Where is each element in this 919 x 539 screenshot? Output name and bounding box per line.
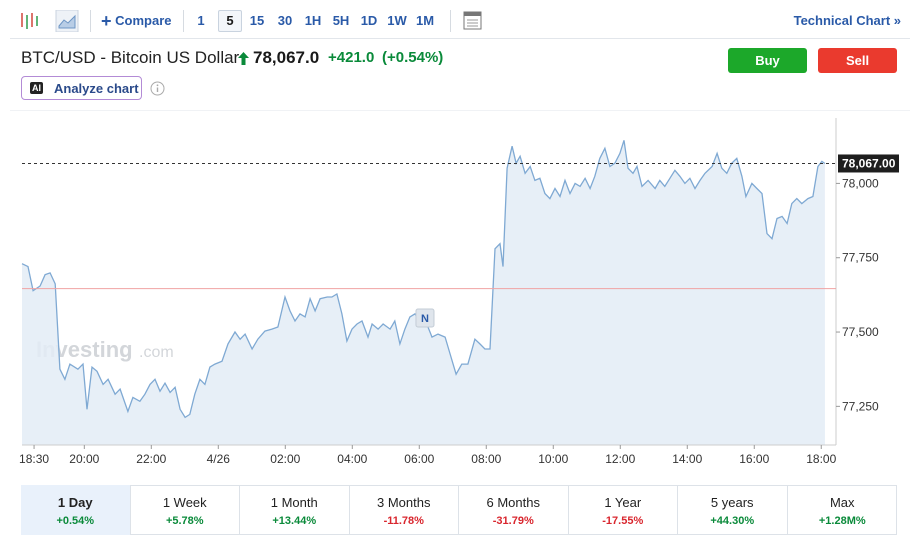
period-change[interactable]: +1.28M% <box>818 515 866 527</box>
interval-button[interactable]: 1 <box>197 13 205 28</box>
analyze-label[interactable]: Analyze chart <box>54 81 139 96</box>
interval-button[interactable]: 15 <box>249 13 265 28</box>
period-change[interactable]: -17.55% <box>602 515 644 527</box>
period-cell[interactable]: 1 Day +0.54% <box>21 485 131 535</box>
separator <box>450 10 451 32</box>
period-cell[interactable]: 1 Week +5.78% <box>131 485 240 535</box>
x-tick-label: 08:00 <box>471 452 501 466</box>
instrument-title: BTC/USD - Bitcoin US Dollar <box>21 48 240 67</box>
change: +421.0 <box>328 49 375 66</box>
x-tick-label: 4/26 <box>207 452 231 466</box>
price: 78,067.0 <box>253 48 320 67</box>
period-cell[interactable]: 6 Months -31.79% <box>459 485 569 535</box>
watermark-suffix: .com <box>139 344 174 361</box>
period-change[interactable]: +5.78% <box>165 515 204 527</box>
interval-button[interactable]: 1H <box>304 13 322 28</box>
compare-label[interactable]: Compare <box>115 13 172 28</box>
x-tick-label: 12:00 <box>605 452 635 466</box>
info-icon[interactable] <box>150 81 165 96</box>
chart: Investing .com77,25077,50077,75078,00018:… <box>10 110 910 466</box>
x-tick-label: 20:00 <box>69 452 99 466</box>
y-tick-label: 77,250 <box>842 399 879 413</box>
last-price-label: 78,067.00 <box>842 156 896 170</box>
period-cell[interactable]: 3 Months -11.78% <box>350 485 459 535</box>
period-bar: 1 Day +0.54% 1 Week +5.78% 1 Month +13.44% 3 M… <box>21 485 897 535</box>
x-tick-label: 16:00 <box>739 452 769 466</box>
price-line <box>21 140 826 419</box>
change-percent: (+0.54%) <box>382 49 444 66</box>
interval-button[interactable]: 5H <box>332 13 350 28</box>
y-tick-label: 78,000 <box>842 176 879 190</box>
chart-type-icons[interactable] <box>18 10 88 32</box>
table-icon[interactable] <box>463 11 483 31</box>
interval-button[interactable]: 30 <box>277 13 293 28</box>
separator <box>90 10 91 32</box>
period-label[interactable]: 3 Months <box>377 495 431 510</box>
period-change[interactable]: +44.30% <box>710 515 755 527</box>
last-price-box <box>838 154 899 173</box>
analyze-chart-button[interactable]: AI Analyze chart <box>21 76 142 100</box>
period-change[interactable]: +13.44% <box>272 515 317 527</box>
period-label[interactable]: 1 Day <box>57 495 93 510</box>
period-change[interactable]: -11.78% <box>383 515 424 527</box>
separator <box>183 10 184 32</box>
period-label[interactable]: 6 Months <box>486 495 540 510</box>
up-arrow <box>238 52 249 65</box>
interval-button[interactable]: 5 <box>218 10 242 32</box>
x-tick-label: 18:00 <box>806 452 836 466</box>
period-change[interactable]: +0.54% <box>56 515 95 527</box>
buy-button[interactable]: Buy <box>728 48 807 73</box>
compare-button[interactable]: + Compare <box>101 11 172 31</box>
period-label[interactable]: 5 years <box>710 495 754 510</box>
x-tick-label: 02:00 <box>270 452 300 466</box>
ai-badge: AI <box>30 82 43 94</box>
period-cell[interactable]: 1 Year -17.55% <box>569 485 678 535</box>
period-label[interactable]: Max <box>829 495 855 510</box>
x-tick-label: 10:00 <box>538 452 568 466</box>
y-tick-label: 77,500 <box>842 325 879 339</box>
x-tick-label: 22:00 <box>136 452 166 466</box>
sell-button[interactable]: Sell <box>818 48 897 73</box>
interval-button[interactable]: 1D <box>360 13 378 28</box>
period-cell[interactable]: 1 Month +13.44% <box>240 485 350 535</box>
period-label[interactable]: 1 Week <box>162 495 207 510</box>
y-tick-label: 77,750 <box>842 251 879 265</box>
x-tick-label: 06:00 <box>404 452 434 466</box>
x-tick-label: 18:30 <box>19 452 49 466</box>
period-label[interactable]: 1 Year <box>604 495 642 510</box>
news-marker-label: N <box>421 313 429 325</box>
x-tick-label: 04:00 <box>337 452 367 466</box>
interval-button[interactable]: 1W <box>387 13 407 28</box>
period-change[interactable]: -31.79% <box>492 515 534 527</box>
interval-button[interactable]: 1M <box>415 13 435 28</box>
area <box>22 140 825 446</box>
technical-chart-link[interactable]: Technical Chart » <box>793 13 901 28</box>
toolbar <box>10 0 910 39</box>
x-tick-label: 14:00 <box>672 452 702 466</box>
period-cell[interactable]: Max +1.28M% <box>788 485 898 535</box>
period-cell[interactable]: 5 years +44.30% <box>678 485 788 535</box>
period-label[interactable]: 1 Month <box>270 495 318 510</box>
news-marker <box>415 308 435 328</box>
